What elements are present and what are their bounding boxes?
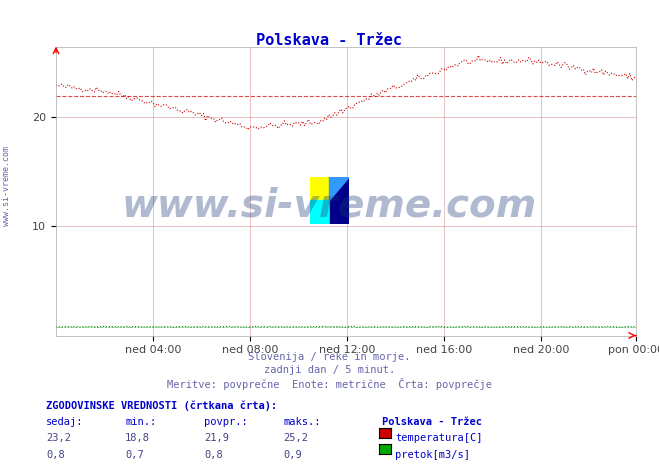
Text: maks.:: maks.: xyxy=(283,417,321,427)
Text: zadnji dan / 5 minut.: zadnji dan / 5 minut. xyxy=(264,365,395,375)
Bar xyxy=(310,200,330,224)
Text: pretok[m3/s]: pretok[m3/s] xyxy=(395,450,471,459)
Text: sedaj:: sedaj: xyxy=(46,417,84,427)
Text: www.si-vreme.com: www.si-vreme.com xyxy=(2,146,11,226)
Text: 23,2: 23,2 xyxy=(46,433,71,443)
Bar xyxy=(310,177,330,200)
Text: Polskava - Tržec: Polskava - Tržec xyxy=(382,417,482,427)
Polygon shape xyxy=(330,177,349,224)
Text: temperatura[C]: temperatura[C] xyxy=(395,433,483,443)
Polygon shape xyxy=(330,177,349,200)
Text: 25,2: 25,2 xyxy=(283,433,308,443)
Text: www.si-vreme.com: www.si-vreme.com xyxy=(122,186,537,224)
Text: 0,9: 0,9 xyxy=(283,450,302,459)
Text: 18,8: 18,8 xyxy=(125,433,150,443)
Text: Polskava - Tržec: Polskava - Tržec xyxy=(256,33,403,48)
Text: 0,8: 0,8 xyxy=(204,450,223,459)
Text: povpr.:: povpr.: xyxy=(204,417,248,427)
Text: Slovenija / reke in morje.: Slovenija / reke in morje. xyxy=(248,352,411,362)
Text: min.:: min.: xyxy=(125,417,156,427)
Text: 0,7: 0,7 xyxy=(125,450,144,459)
Text: Meritve: povprečne  Enote: metrične  Črta: povprečje: Meritve: povprečne Enote: metrične Črta:… xyxy=(167,378,492,390)
Text: ZGODOVINSKE VREDNOSTI (črtkana črta):: ZGODOVINSKE VREDNOSTI (črtkana črta): xyxy=(46,401,277,411)
Text: 0,8: 0,8 xyxy=(46,450,65,459)
Text: 21,9: 21,9 xyxy=(204,433,229,443)
